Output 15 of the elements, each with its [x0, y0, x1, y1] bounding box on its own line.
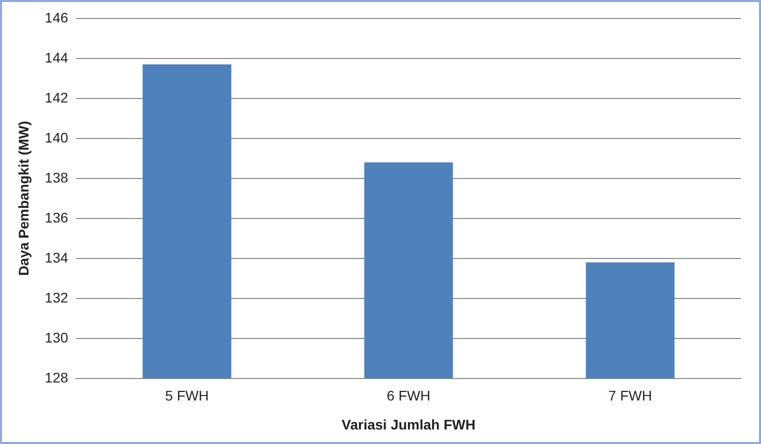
y-tick-label: 140 — [44, 129, 68, 146]
y-axis-title: Daya Pembangkit (MW) — [15, 120, 32, 276]
y-tick-label: 132 — [44, 289, 68, 306]
x-tick-label: 6 FWH — [386, 388, 430, 404]
y-tick-label: 130 — [44, 329, 68, 346]
y-tick-label: 142 — [44, 89, 68, 106]
x-tick-label: 5 FWH — [165, 388, 209, 404]
x-axis-title: Variasi Jumlah FWH — [342, 416, 476, 432]
y-tick-label: 144 — [44, 49, 68, 66]
y-tick-label: 146 — [44, 9, 68, 26]
y-tick-label: 136 — [44, 209, 68, 226]
x-tick-label: 7 FWH — [608, 388, 652, 404]
y-tick-label: 134 — [44, 249, 68, 266]
y-tick-label: 128 — [44, 369, 68, 386]
y-tick-label: 138 — [44, 169, 68, 186]
